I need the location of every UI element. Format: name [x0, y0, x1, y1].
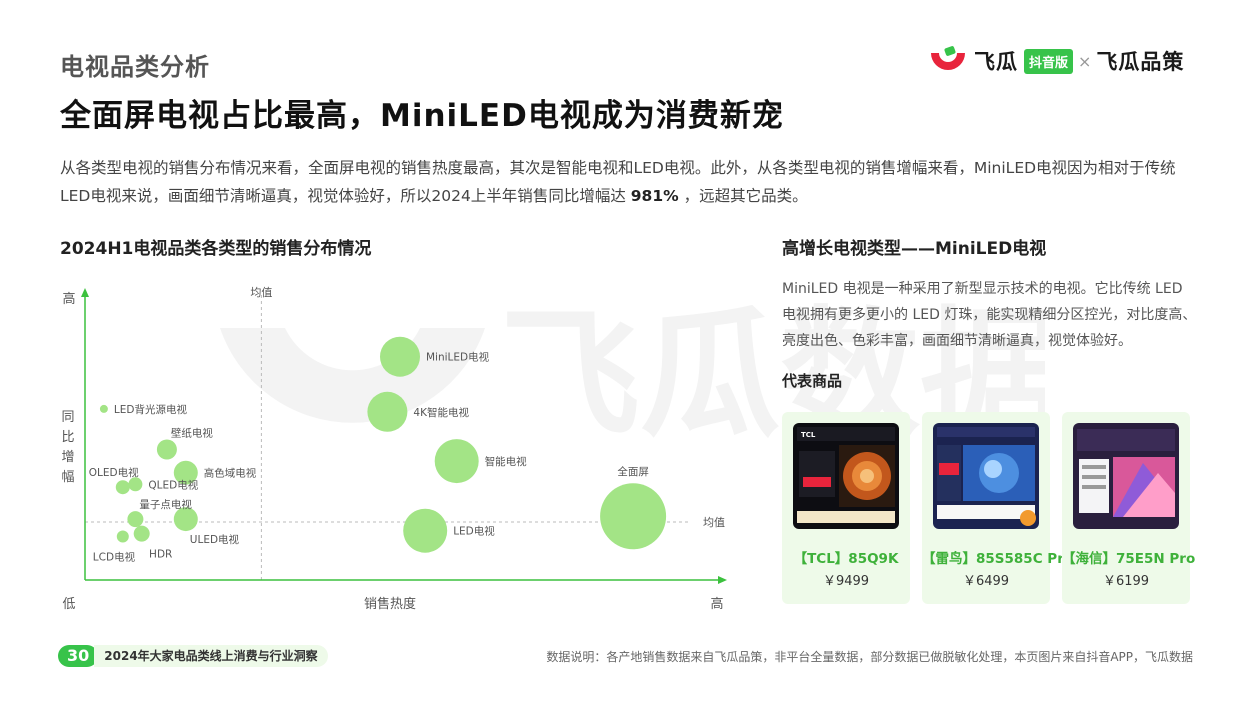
bubble-OLED电视 [115, 480, 130, 495]
intro-text-part1: 从各类型电视的销售分布情况来看，全面屏电视的销售热度最高，其次是智能电视和LED… [60, 159, 1176, 205]
svg-text:TCL: TCL [801, 431, 816, 439]
x-axis-low-label: 低 [62, 597, 75, 612]
bubble-高色域电视 [173, 460, 198, 485]
product-card-tcl[interactable]: TCL 【TCL】85Q9K ￥9499 [782, 412, 910, 604]
bubble-HDR [133, 525, 150, 542]
y-axis-title-char: 同 [61, 410, 74, 425]
y-mean-label: 均值 [703, 516, 725, 529]
page-number: 30 [58, 645, 99, 667]
product-name: 【雷鸟】85S585C Pro [922, 551, 1074, 567]
bubble-label: QLED电视 [148, 478, 198, 491]
bubble-MiniLED电视 [380, 336, 420, 377]
report-title: 2024年大家电品类线上消费与行业洞察 [94, 645, 328, 667]
bubble-label: 全面屏 [617, 465, 649, 478]
bubble-4K智能电视 [367, 391, 408, 432]
logo-partner-name: 飞瓜品策 [1096, 50, 1185, 74]
bubble-量子点电视 [127, 511, 144, 528]
right-panel-title: 高增长电视类型——MiniLED电视 [782, 239, 1047, 259]
bubble-label: 壁纸电视 [171, 427, 213, 440]
page-headline: 全面屏电视占比最高，MiniLED电视成为消费新宠 [60, 98, 784, 134]
bubble-LCD电视 [116, 530, 129, 543]
product-image-hisense [1073, 423, 1179, 529]
right-panel-description: MiniLED 电视是一种采用了新型显示技术的电视。它比传统 LED 电视拥有更… [782, 281, 1197, 349]
bubble-label: HDR [149, 549, 172, 561]
x-axis-high-label: 高 [710, 596, 723, 612]
data-source-note: 数据说明：各产地销售数据来自飞瓜品策，非平台全量数据，部分数据已做脱敏化处理，本… [546, 650, 1193, 664]
bubble-label: LED背光源电视 [114, 403, 188, 416]
y-axis-title-char: 增 [61, 450, 74, 465]
y-axis-high-label: 高 [62, 291, 75, 307]
logo-separator: × [1078, 51, 1092, 71]
bubble-label: 4K智能电视 [413, 406, 469, 419]
bubble-label: ULED电视 [190, 533, 240, 546]
product-price: ￥6499 [962, 574, 1010, 589]
product-image-ffalcon [933, 423, 1039, 529]
bubble-壁纸电视 [156, 439, 177, 460]
x-axis-arrow-icon [718, 576, 727, 584]
bubble-ULED电视 [173, 507, 198, 532]
bubble-label: 量子点电视 [139, 498, 192, 511]
section-title: 电视品类分析 [60, 53, 210, 81]
product-image-tcl: TCL [793, 423, 899, 529]
brand-logo: 飞瓜 抖音版 × 飞瓜品策 [928, 44, 1184, 78]
bubble-label: MiniLED电视 [426, 351, 490, 364]
y-axis-title-char: 比 [61, 430, 74, 445]
page-badge: 30 2024年大家电品类线上消费与行业洞察 [58, 645, 328, 667]
bubble-全面屏 [600, 483, 667, 550]
logo-brand-name: 飞瓜 [974, 50, 1018, 74]
logo-badge: 抖音版 [1024, 48, 1074, 74]
bubble-LED背光源电视 [99, 404, 108, 413]
product-name: 【海信】75E5N Pro [1062, 551, 1196, 567]
intro-paragraph: 从各类型电视的销售分布情况来看，全面屏电视的销售热度最高，其次是智能电视和LED… [60, 154, 1195, 210]
x-axis-title: 销售热度 [364, 596, 416, 612]
x-mean-label: 均值 [250, 286, 272, 299]
intro-highlight: 981% [630, 187, 679, 205]
y-axis-title-char: 幅 [61, 470, 74, 485]
product-card-ffalcon[interactable]: 【雷鸟】85S585C Pro ￥6499 [922, 412, 1074, 604]
bubble-智能电视 [434, 439, 479, 484]
bubble-label: 智能电视 [485, 455, 527, 468]
product-name: 【TCL】85Q9K [793, 551, 899, 567]
bubble-label: OLED电视 [89, 466, 139, 479]
feigua-logo-icon [928, 45, 968, 77]
chart-title: 2024H1电视品类各类型的销售分布情况 [60, 239, 372, 259]
intro-text-part2: ，远超其它品类。 [678, 187, 808, 205]
bubble-LED电视 [403, 508, 448, 553]
bubble-label: LED电视 [453, 525, 495, 538]
y-axis-arrow-icon [81, 288, 89, 297]
product-card-hisense[interactable]: 【海信】75E5N Pro ￥6199 [1062, 412, 1196, 604]
bubble-label: 高色域电视 [204, 467, 257, 480]
products-label: 代表商品 [782, 372, 843, 390]
product-price: ￥6199 [1102, 574, 1150, 589]
bubble-QLED电视 [128, 477, 143, 492]
product-price: ￥9499 [822, 574, 870, 589]
bubble-label: LCD电视 [93, 551, 136, 564]
